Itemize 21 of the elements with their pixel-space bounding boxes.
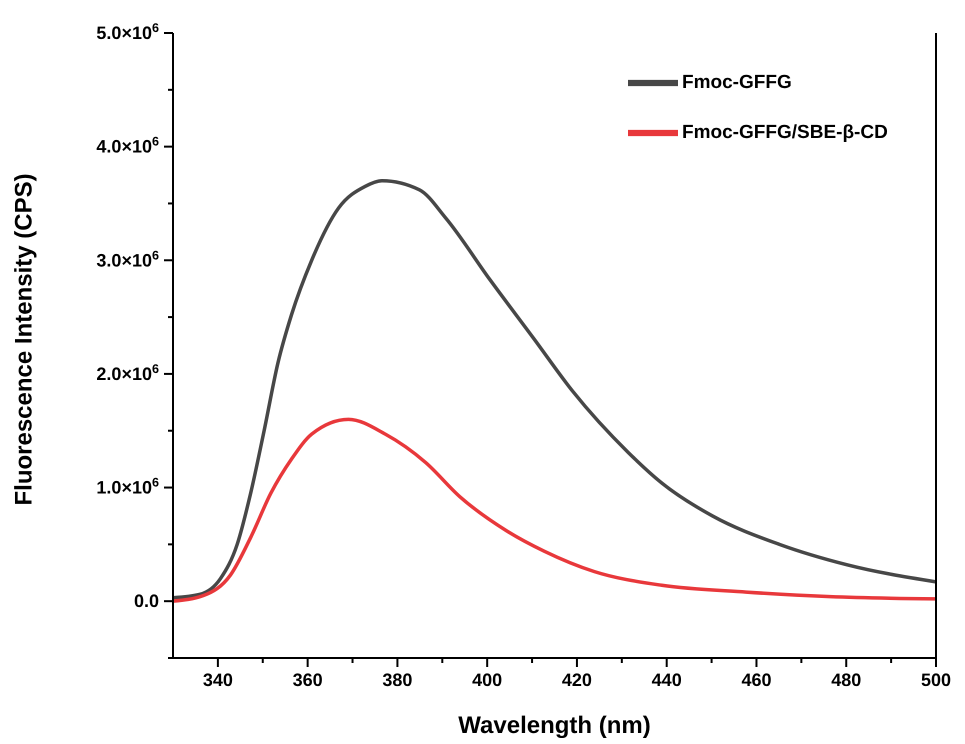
x-tick-label: 340: [202, 670, 233, 690]
x-tick-label: 420: [562, 670, 592, 690]
x-tick-label: 360: [292, 670, 323, 690]
x-tick-label: 480: [831, 670, 862, 690]
line-series: [173, 178, 936, 600]
line-series: [173, 418, 936, 603]
x-tick-label: 500: [920, 670, 952, 690]
y-tick-label: 2.0×10$^{6}$: [96, 362, 159, 384]
y-tick-label: 3.0×10$^{6}$: [96, 248, 159, 270]
y-tick-label: 4.0×10$^{6}$: [96, 134, 159, 157]
y-tick-label: 1.0×10$^{6}$: [96, 476, 159, 498]
legend-label: Fmoc-GFFG/SBE-β-CD: [682, 122, 888, 144]
x-tick-label: 380: [382, 670, 412, 690]
x-tick-label: 400: [472, 670, 502, 690]
x-tick-label: 460: [741, 670, 772, 690]
y-tick-label: 5.0×10$^{6}$: [96, 21, 159, 43]
y-tick-label: 0.0: [134, 591, 159, 612]
x-tick-label: 440: [652, 670, 682, 690]
x-axis-title: Wavelength (nm): [458, 712, 651, 739]
legend-label: Fmoc-GFFG: [682, 72, 792, 94]
y-axis-title: Fluorescence Intensity (CPS): [10, 173, 38, 506]
